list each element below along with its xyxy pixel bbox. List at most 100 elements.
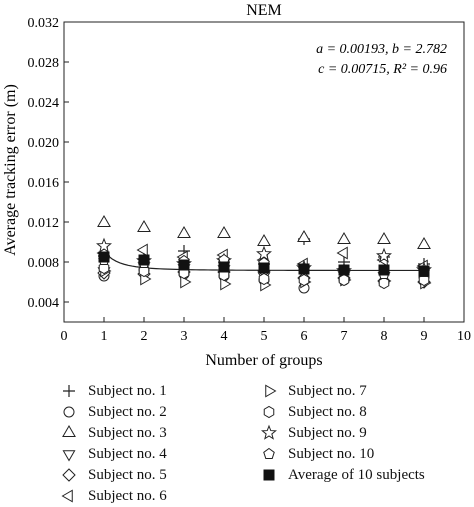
legend-item: Subject no. 4 [58,443,167,465]
legend-item: Subject no. 5 [58,464,167,486]
data-point [378,276,390,290]
chart-title: NEM [246,2,282,19]
data-points [96,214,432,294]
legend-label: Subject no. 8 [288,404,367,420]
legend-marker [261,424,277,440]
legend-marker-icon [62,450,76,462]
data-point [337,231,351,244]
y-tick-label: 0.032 [28,16,60,31]
x-tick-label: 9 [421,329,428,344]
fit-annotation-line-1: a = 0.00193, b = 2.782 [316,42,447,57]
y-axis-label: Average tracking error (m) [2,84,19,256]
legend-marker [63,385,75,397]
data-point [180,275,192,289]
legend-marker [265,384,277,398]
data-point [217,225,231,238]
legend-item: Subject no. 10 [258,443,374,465]
data-point [376,247,392,263]
x-tick-label: 5 [261,329,268,344]
legend-marker-icon [263,405,275,419]
legend-marker-icon [263,469,275,481]
y-tick-label: 0.028 [28,56,60,71]
data-point [257,233,271,246]
legend-marker-icon [265,384,277,398]
data-point [298,263,310,275]
data-point [137,219,151,232]
legend-label: Subject no. 7 [288,383,367,399]
legend-marker [62,468,76,482]
legend-marker [263,405,275,419]
legend-item: Subject no. 8 [258,401,367,423]
x-tick-label: 3 [181,329,188,344]
legend-marker-icon [62,424,76,437]
legend-marker-icon [62,468,76,482]
data-point [96,237,112,253]
data-point [138,254,150,266]
x-tick-label: 4 [221,329,228,344]
y-tick-label: 0.012 [28,216,60,231]
x-tick-label: 10 [457,329,471,344]
legend-marker-icon [63,406,75,418]
data-point [336,246,348,260]
data-point [297,229,311,242]
data-point [178,259,190,271]
x-tick-label: 8 [381,329,388,344]
legend-marker [62,450,76,462]
data-point [177,225,191,238]
x-tick-label: 6 [301,329,308,344]
legend-marker [62,424,76,437]
legend-label: Subject no. 5 [88,467,167,483]
data-point [97,214,111,227]
x-tick-label: 2 [141,329,148,344]
x-axis: 0 1 2 3 4 5 6 7 8 9 10 [61,317,471,344]
data-point [377,231,391,244]
legend-label: Subject no. 4 [88,446,167,462]
series-3 [97,214,431,249]
data-point [378,264,390,276]
data-point [138,264,150,278]
legend-item: Subject no. 3 [58,422,167,444]
legend-marker [61,489,73,503]
data-point [338,264,350,276]
legend-item: Subject no. 1 [58,380,167,402]
data-point [258,262,270,274]
y-tick-label: 0.004 [28,296,60,311]
legend-label: Subject no. 1 [88,383,167,399]
fit-annotation-line-2: c = 0.00715, R² = 0.96 [318,62,447,77]
legend-marker [63,406,75,418]
chart-svg: 0.004 0.008 0.012 0.016 0.020 0.024 0.028 0.032… [2,2,471,369]
legend-marker [263,447,275,459]
data-point [417,236,431,249]
data-point [418,265,430,277]
data-point [136,243,148,257]
legend-label: Subject no. 3 [88,425,167,441]
legend-label: Average of 10 subjects [288,467,425,483]
data-point [258,272,270,286]
legend-label: Subject no. 10 [288,446,375,462]
data-point [298,273,310,287]
y-tick-label: 0.020 [28,136,60,151]
data-point [218,261,230,273]
legend-item: Subject no. 6 [58,485,167,507]
data-point [220,277,232,291]
x-tick-label: 0 [61,329,68,344]
legend-marker-icon [261,424,277,440]
legend-marker-icon [263,447,275,459]
y-tick-label: 0.008 [28,256,60,271]
legend-marker-icon [63,385,75,397]
x-axis-label: Number of groups [205,352,322,369]
legend-item: Subject no. 2 [58,401,167,423]
data-point [98,251,110,263]
legend-marker [263,469,275,481]
legend-item: Average of 10 subjects [258,464,425,486]
legend-item: Subject no. 9 [258,422,367,444]
x-tick-label: 1 [101,329,108,344]
data-point [418,273,430,287]
series-11 [98,251,430,277]
y-tick-label: 0.016 [28,176,60,191]
data-point [98,261,110,275]
y-axis: 0.004 0.008 0.012 0.016 0.020 0.024 0.028 0.032 [28,16,69,311]
legend-label: Subject no. 9 [288,425,367,441]
legend-label: Subject no. 6 [88,488,167,504]
legend-label: Subject no. 2 [88,404,167,420]
